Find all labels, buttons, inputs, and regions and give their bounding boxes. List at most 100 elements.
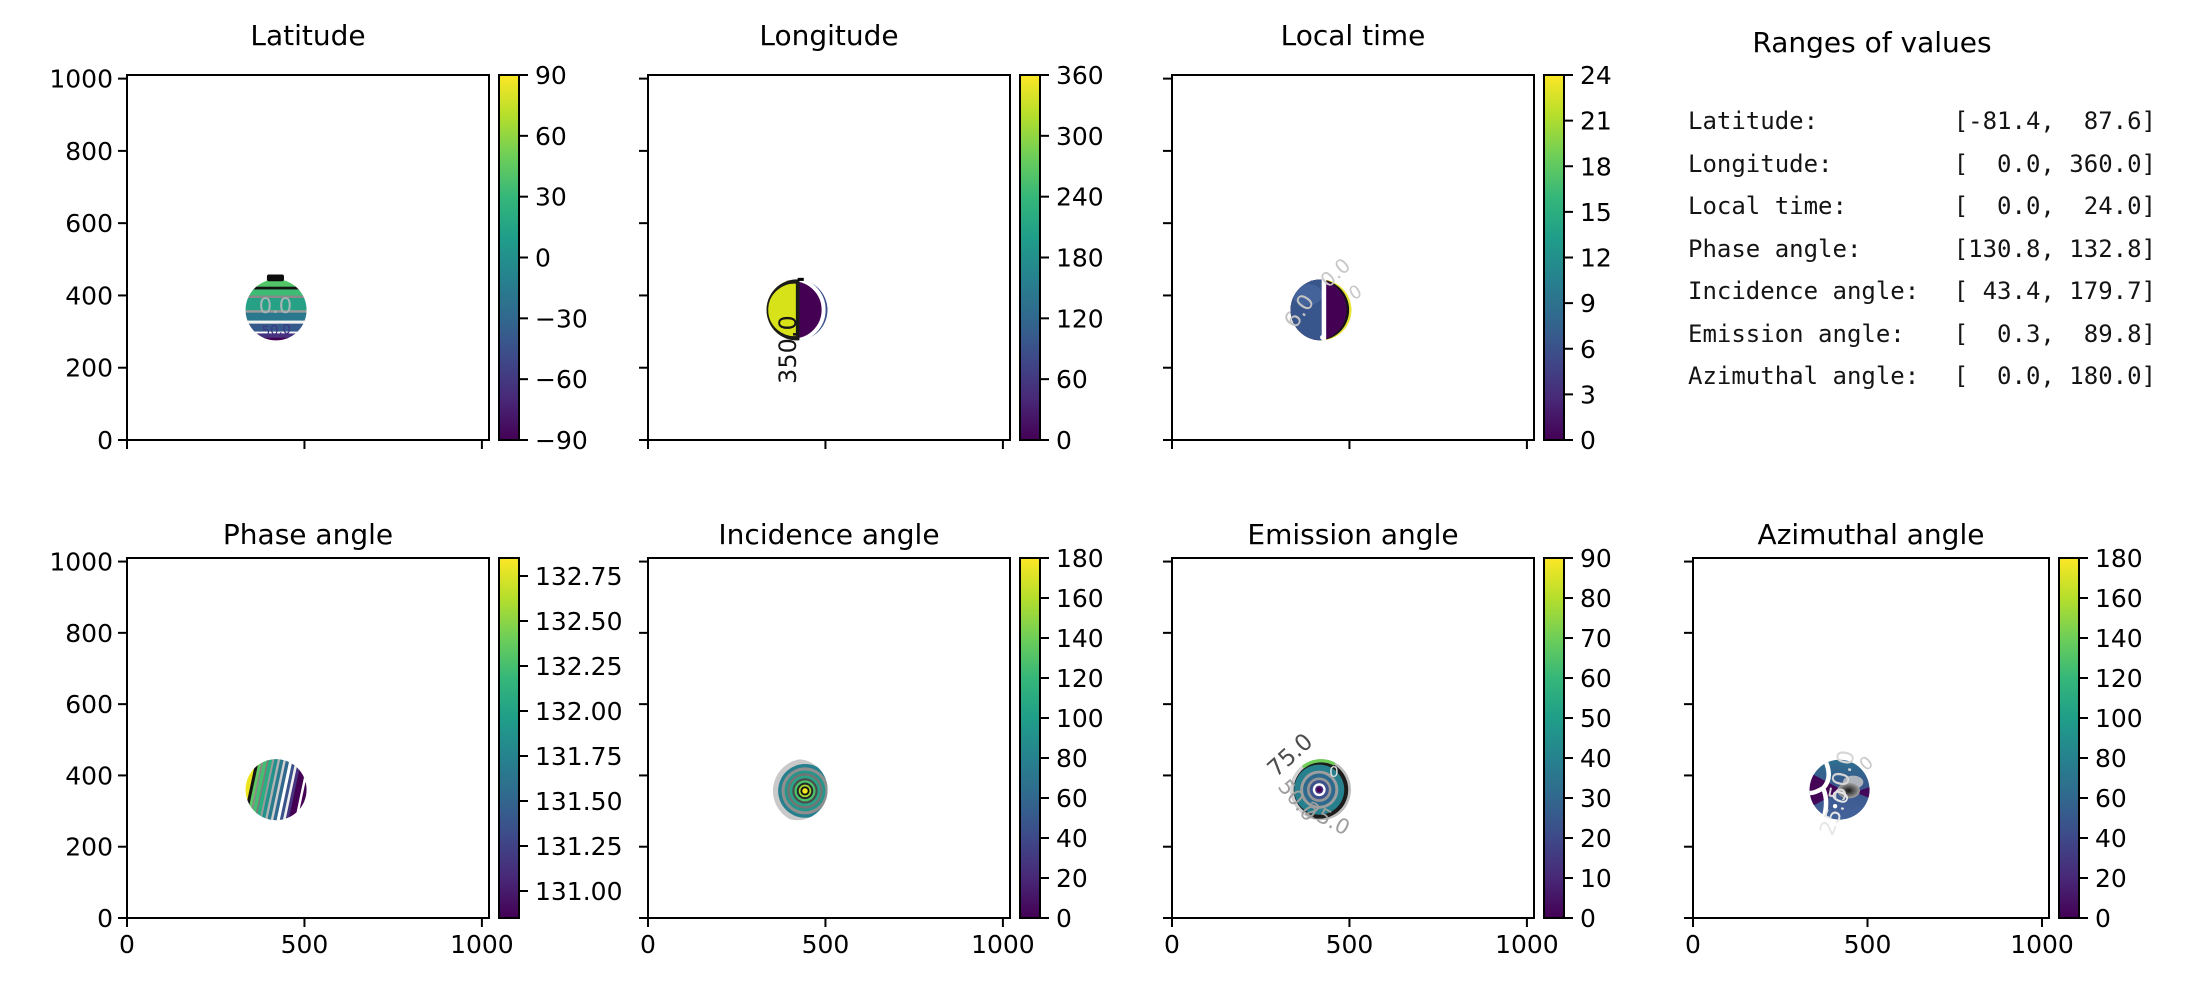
colorbar — [1543, 74, 1565, 441]
colorbar-tick-label: 3 — [1580, 380, 1596, 409]
colorbar-tick-label: 80 — [1056, 744, 1088, 773]
left-highlight — [1292, 283, 1323, 306]
latitude-band — [245, 333, 307, 339]
phase-stripe — [265, 759, 286, 821]
black-contour-ring — [766, 279, 799, 341]
colorbar-tick-label: 0 — [1056, 426, 1072, 455]
phase-stripe — [258, 759, 278, 821]
meridian-line — [795, 279, 800, 341]
white-contour-curve — [1809, 759, 1831, 796]
ranges-panel-title: Ranges of values — [1752, 26, 1992, 59]
range-label: Incidence angle: — [1688, 277, 1920, 305]
planet-disk — [1809, 759, 1870, 820]
colorbar-tick-label: 60 — [1056, 784, 1088, 813]
plot-title: Azimuthal angle — [1758, 518, 1985, 551]
latitude-band — [245, 312, 307, 322]
colorbar-tick-label: 300 — [1056, 122, 1104, 151]
white-dot — [1320, 334, 1326, 340]
colorbar-tick-label: 180 — [2095, 544, 2143, 573]
y-tick-label: 200 — [65, 833, 113, 862]
colorbar-tick-label: 160 — [1056, 584, 1104, 613]
colorbar — [498, 557, 520, 919]
colorbar-tick-label: 140 — [2095, 624, 2143, 653]
x-tick-label: 500 — [802, 930, 850, 959]
colorbar-tick-label: 120 — [1056, 664, 1104, 693]
x-tick-label: 500 — [1326, 930, 1374, 959]
white-dot — [1832, 803, 1838, 809]
colorbar-tick-label: 6 — [1580, 335, 1596, 364]
colorbar-tick-label: 40 — [1580, 744, 1612, 773]
range-label: Longitude: — [1688, 149, 1833, 178]
x-tick-label: 0 — [1164, 930, 1180, 959]
latitude-band — [245, 337, 307, 341]
terminator-stripe — [1321, 279, 1327, 341]
colorbar-tick-label: 40 — [2095, 824, 2127, 853]
colorbar-tick-label: 120 — [1056, 304, 1104, 333]
colorbar-tick-label: 60 — [1580, 664, 1612, 693]
y-tick-label: 200 — [65, 354, 113, 383]
contour-label: 50.0 — [261, 322, 291, 339]
colorbar-tick-label: 24 — [1580, 61, 1612, 90]
top-dot — [797, 277, 804, 281]
y-tick-label: 1000 — [49, 548, 113, 577]
colorbar-tick-label: 140 — [1056, 624, 1104, 653]
colorbar-tick-label: 80 — [2095, 744, 2127, 773]
colorbar-tick-label: 100 — [1056, 704, 1104, 733]
colorbar-tick-label: 132.00 — [535, 697, 622, 726]
colorbar-tick-label: 132.25 — [535, 652, 622, 681]
range-row: Longitude: [ 0.0, 360.0] — [1688, 143, 2156, 186]
range-row: Latitude: [-81.4, 87.6] — [1688, 100, 2156, 143]
colorbar-tick-label: 0 — [1580, 904, 1596, 933]
range-row: Incidence angle: [ 43.4, 179.7] — [1688, 270, 2156, 313]
phase-stripe — [271, 759, 292, 821]
colorbar-tick-label: 50 — [1580, 704, 1612, 733]
latitude-band — [245, 286, 307, 291]
x-tick-label: 1000 — [1495, 930, 1559, 959]
x-tick-label: 0 — [1685, 930, 1701, 959]
colorbar-tick-label: 131.25 — [535, 832, 622, 861]
planet-disk — [766, 279, 828, 341]
range-value: [ 0.0, 360.0] — [1953, 149, 2156, 178]
colorbar-tick-label: 0 — [1580, 426, 1596, 455]
latitude-band — [245, 297, 307, 311]
colorbar-tick-label: 15 — [1580, 198, 1612, 227]
x-tick-label: 0 — [640, 930, 656, 959]
latitude-band — [245, 310, 307, 314]
colorbar-tick-label: 20 — [1056, 864, 1088, 893]
axes-box — [126, 557, 490, 919]
colorbar-tick-label: 131.50 — [535, 787, 622, 816]
colorbar-tick-label: −60 — [535, 365, 588, 394]
colorbar — [2058, 557, 2080, 919]
phase-stripe — [283, 759, 304, 821]
colorbar-tick-label: 70 — [1580, 624, 1612, 653]
range-value: [130.8, 132.8] — [1953, 234, 2156, 263]
colorbar-tick-label: 60 — [535, 122, 567, 151]
range-value: [ 43.4, 179.7] — [1953, 277, 2156, 305]
range-row: Local time: [ 0.0, 24.0] — [1688, 185, 2156, 228]
colorbar-tick-label: 240 — [1056, 183, 1104, 212]
phase-stripe — [260, 759, 281, 821]
y-tick-label: 0 — [97, 904, 113, 933]
colorbar-tick-label: −30 — [535, 304, 588, 333]
colorbar-tick-label: 132.75 — [535, 562, 622, 591]
range-value: [ 0.0, 24.0] — [1953, 192, 2156, 220]
colorbar-tick-label: 120 — [2095, 664, 2143, 693]
white-stripe — [766, 279, 826, 341]
colorbar-tick-label: 40 — [1056, 824, 1088, 853]
colorbar-tick-label: 80 — [1580, 584, 1612, 613]
range-label: Emission angle: — [1688, 319, 1905, 348]
latitude-band — [245, 279, 307, 288]
range-label: Latitude: — [1688, 107, 1819, 135]
axes-box — [1171, 557, 1535, 919]
range-row: Azimuthal angle: [ 0.0, 180.0] — [1688, 355, 2156, 398]
colorbar — [1543, 557, 1565, 919]
y-tick-label: 600 — [65, 209, 113, 238]
latitude-band — [245, 323, 307, 333]
plot-title: Emission angle — [1247, 518, 1458, 551]
colorbar-tick-label: 9 — [1580, 289, 1596, 318]
x-tick-label: 1000 — [2010, 930, 2074, 959]
colorbar-tick-label: 21 — [1580, 107, 1612, 136]
colorbar-tick-label: 60 — [2095, 784, 2127, 813]
y-tick-label: 1000 — [49, 65, 113, 94]
